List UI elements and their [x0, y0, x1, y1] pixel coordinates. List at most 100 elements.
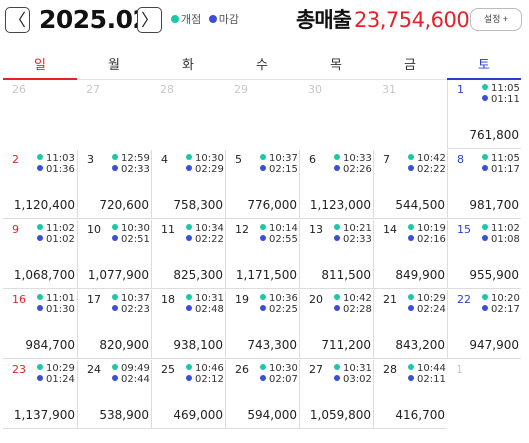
day-cell[interactable]: 19 10:36 02:25 743,300 — [225, 290, 299, 359]
day-cell[interactable]: 25 10:46 02:12 469,000 — [151, 360, 225, 429]
legend-open: 개점 — [171, 13, 201, 26]
day-cell[interactable]: 13 10:21 02:33 811,500 — [299, 220, 373, 289]
open-time-value: 10:42 — [343, 293, 372, 304]
close-time: 02:23 — [112, 304, 150, 316]
day-cell[interactable]: 2 11:03 01:36 1,120,400 — [3, 150, 77, 219]
day-cell[interactable]: 22 10:20 02:17 947,900 — [447, 290, 521, 359]
close-time: 02:11 — [408, 374, 446, 386]
day-cell[interactable]: 30 — [299, 80, 373, 149]
close-dot-icon — [408, 375, 414, 381]
open-dot-icon — [482, 224, 488, 230]
open-time-value: 10:46 — [195, 363, 224, 374]
day-cell[interactable]: 3 12:59 02:33 720,600 — [77, 150, 151, 219]
day-cell[interactable]: 5 10:37 02:15 776,000 — [225, 150, 299, 219]
day-cell[interactable]: 12 10:14 02:55 1,171,500 — [225, 220, 299, 289]
day-cell[interactable]: 1 11:05 01:11 761,800 — [447, 80, 521, 149]
day-cell[interactable]: 23 10:29 01:24 1,137,900 — [3, 360, 77, 429]
close-time-value: 03:02 — [343, 374, 372, 385]
open-time: 10:44 — [408, 363, 446, 375]
open-dot-icon — [482, 294, 488, 300]
settings-button[interactable]: 설정 + — [470, 8, 522, 31]
day-cell[interactable]: 26 10:30 02:07 594,000 — [225, 360, 299, 429]
open-dot-icon — [482, 154, 488, 160]
open-time-value: 10:42 — [417, 153, 446, 164]
close-dot-icon — [408, 235, 414, 241]
open-time: 11:05 — [482, 153, 520, 165]
close-time-value: 02:28 — [343, 304, 372, 315]
day-cell[interactable]: 10 10:30 02:51 1,077,900 — [77, 220, 151, 289]
day-cell[interactable]: 18 10:31 02:48 938,100 — [151, 290, 225, 359]
close-dot-icon — [334, 165, 340, 171]
close-time-value: 02:26 — [343, 164, 372, 175]
open-time-value: 10:31 — [195, 293, 224, 304]
day-cell[interactable]: 8 11:05 01:17 981,700 — [447, 150, 521, 219]
close-time-value: 02:44 — [121, 374, 150, 385]
open-time-value: 10:33 — [343, 153, 372, 164]
open-time-value: 10:36 — [269, 293, 298, 304]
open-dot-icon — [334, 224, 340, 230]
close-time: 02:07 — [260, 374, 298, 386]
open-time: 10:36 — [260, 293, 298, 305]
close-time-value: 02:33 — [121, 164, 150, 175]
day-cell[interactable]: 16 11:01 01:30 984,700 — [3, 290, 77, 359]
close-time-value: 01:11 — [491, 94, 520, 105]
prev-month-button[interactable]: 〈 — [5, 7, 30, 33]
close-dot-icon — [408, 165, 414, 171]
daily-sales: 743,300 — [247, 338, 297, 352]
weekday-4: 목 — [299, 56, 373, 80]
close-time: 01:11 — [482, 94, 520, 106]
open-time-value: 09:49 — [121, 363, 150, 374]
day-cell[interactable]: 17 10:37 02:23 820,900 — [77, 290, 151, 359]
next-month-button[interactable]: 〉 — [137, 7, 162, 33]
weekday-5: 금 — [373, 56, 447, 80]
open-dot-icon — [260, 294, 266, 300]
day-cell[interactable]: 7 10:42 02:22 544,500 — [373, 150, 447, 219]
open-dot-icon — [334, 154, 340, 160]
close-dot-icon — [186, 165, 192, 171]
day-cell[interactable]: 27 — [77, 80, 151, 149]
open-time: 11:05 — [482, 83, 520, 95]
day-number: 31 — [382, 83, 396, 96]
open-dot-icon — [408, 154, 414, 160]
close-time: 01:36 — [37, 164, 75, 176]
open-time: 10:37 — [260, 153, 298, 165]
day-cell[interactable]: 29 — [225, 80, 299, 149]
daily-sales: 947,900 — [469, 338, 519, 352]
day-cell[interactable]: 4 10:30 02:29 758,300 — [151, 150, 225, 219]
day-cell[interactable]: 11 10:34 02:22 825,300 — [151, 220, 225, 289]
day-cell[interactable]: 26 — [3, 80, 77, 149]
day-number: 5 — [235, 153, 242, 166]
open-time-value: 10:19 — [417, 223, 446, 234]
day-cell[interactable]: 20 10:42 02:28 711,200 — [299, 290, 373, 359]
day-number: 23 — [12, 363, 26, 376]
close-dot-icon — [208, 15, 217, 23]
day-cell[interactable]: 15 11:02 01:08 955,900 — [447, 220, 521, 289]
day-cell[interactable]: 6 10:33 02:26 1,123,000 — [299, 150, 373, 219]
day-cell[interactable]: 24 09:49 02:44 538,900 — [77, 360, 151, 429]
close-dot-icon — [260, 165, 266, 171]
day-cell[interactable]: 28 — [151, 80, 225, 149]
calendar-header: 〈 2025.02 〉 개점 마감 총매출 23,754,600 설정 + — [0, 0, 529, 46]
open-dot-icon — [186, 154, 192, 160]
close-time: 01:08 — [482, 234, 520, 246]
open-time-value: 11:05 — [491, 153, 520, 164]
day-number: 22 — [457, 293, 471, 306]
day-number: 21 — [383, 293, 397, 306]
day-cell[interactable]: 1 — [447, 360, 521, 429]
close-dot-icon — [260, 375, 266, 381]
day-cell[interactable]: 14 10:19 02:16 849,900 — [373, 220, 447, 289]
weekday-3: 수 — [225, 56, 299, 80]
open-time-value: 10:29 — [417, 293, 446, 304]
daily-sales: 811,500 — [321, 268, 371, 282]
day-number: 26 — [12, 83, 26, 96]
weekday-6: 토 — [447, 56, 521, 80]
day-cell[interactable]: 27 10:31 03:02 1,059,800 — [299, 360, 373, 429]
day-number: 27 — [86, 83, 100, 96]
day-cell[interactable]: 9 11:02 01:02 1,068,700 — [3, 220, 77, 289]
close-dot-icon — [260, 235, 266, 241]
day-cell[interactable]: 28 10:44 02:11 416,700 — [373, 360, 447, 429]
close-dot-icon — [186, 375, 192, 381]
total-sales: 총매출 23,754,600 — [296, 5, 470, 37]
day-cell[interactable]: 31 — [373, 80, 447, 149]
day-cell[interactable]: 21 10:29 02:24 843,200 — [373, 290, 447, 359]
